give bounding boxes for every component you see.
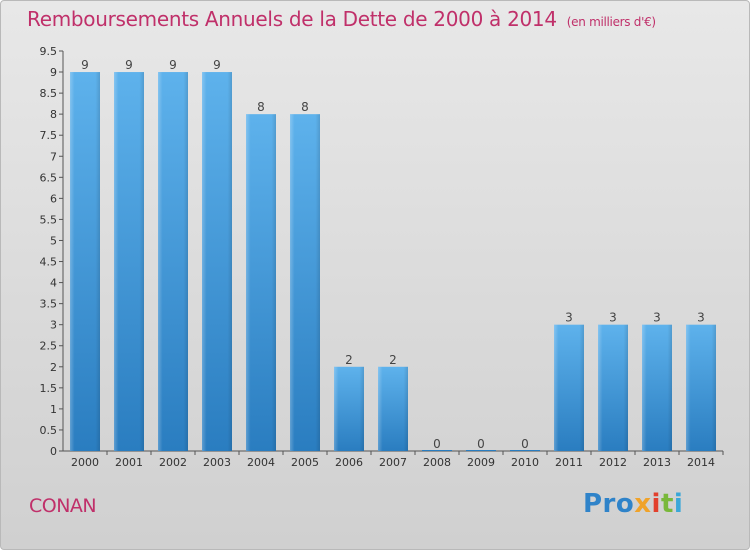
y-tick-label: 3 xyxy=(50,319,57,332)
x-tick-label: 2008 xyxy=(423,456,451,469)
bar-shade xyxy=(686,324,716,451)
proxiti-logo: Proxiti xyxy=(583,489,684,519)
x-tick-label: 2002 xyxy=(159,456,187,469)
bar-value-label: 0 xyxy=(521,437,529,451)
y-tick-label: 2 xyxy=(50,361,57,374)
y-tick-label: 2.5 xyxy=(40,340,58,353)
labels: 9 2000 9 2001 9 2002 9 2003 8 2004 8 2005 2 2006 2 2007… xyxy=(71,58,715,469)
x-tick-label: 2010 xyxy=(511,456,539,469)
bar-value-label: 3 xyxy=(653,311,661,325)
bar-shade xyxy=(378,366,408,451)
x-tick-label: 2011 xyxy=(555,456,583,469)
y-tick-label: 7 xyxy=(50,150,57,163)
bar-shade xyxy=(554,324,584,451)
x-tick-label: 2009 xyxy=(467,456,495,469)
chart-title: Remboursements Annuels de la Dette de 20… xyxy=(27,7,656,31)
bar-value-label: 9 xyxy=(213,58,221,72)
y-tick-label: 0.5 xyxy=(40,424,58,437)
bar-value-label: 9 xyxy=(125,58,133,72)
x-tick-label: 2006 xyxy=(335,456,363,469)
y-tick-label: 5 xyxy=(50,234,57,247)
y-tick-label: 4.5 xyxy=(40,256,58,269)
y-tick-label: 7.5 xyxy=(40,129,58,142)
y-tick-label: 1.5 xyxy=(40,382,58,395)
bar-value-label: 0 xyxy=(433,437,441,451)
y-tick-label: 6.5 xyxy=(40,171,58,184)
bar-shade xyxy=(642,324,672,451)
bar-shade xyxy=(70,72,100,451)
y-tick-label: 5.5 xyxy=(40,213,58,226)
x-tick-label: 2005 xyxy=(291,456,319,469)
bar-shade xyxy=(334,366,364,451)
bar-value-label: 0 xyxy=(477,437,485,451)
y-tick-label: 3.5 xyxy=(40,298,58,311)
bar-shade xyxy=(290,114,320,451)
bar-value-label: 3 xyxy=(697,311,705,325)
bar-value-label: 9 xyxy=(81,58,89,72)
bar-shade xyxy=(114,72,144,451)
bar-value-label: 8 xyxy=(301,100,309,114)
x-tick-label: 2003 xyxy=(203,456,231,469)
bar-value-label: 8 xyxy=(257,100,265,114)
chart-unit: (en milliers d'€) xyxy=(566,15,656,29)
bar xyxy=(422,450,452,451)
y-tick-label: 8.5 xyxy=(40,87,58,100)
y-tick-label: 6 xyxy=(50,192,57,205)
bar-value-label: 3 xyxy=(565,311,573,325)
y-tick-label: 8 xyxy=(50,108,57,121)
commune-name: CONAN xyxy=(29,495,97,517)
y-tick-label: 0 xyxy=(50,445,57,458)
bar-value-label: 9 xyxy=(169,58,177,72)
axes: 0 0.5 1 1.5 2 2.5 3 3.5 4 4.5 5 5.5 6 6.5 7 7.5 8 8.5 9 9.5 xyxy=(40,45,724,458)
y-tick-label: 1 xyxy=(50,403,57,416)
x-tick-label: 2001 xyxy=(115,456,143,469)
y-tick-label: 9.5 xyxy=(40,45,58,58)
bar-value-label: 2 xyxy=(345,353,353,367)
x-tick-label: 2012 xyxy=(599,456,627,469)
bar-shade xyxy=(246,114,276,451)
bar-value-label: 3 xyxy=(609,311,617,325)
bar xyxy=(510,450,540,451)
y-tick-label: 9 xyxy=(50,66,57,79)
y-tick-label: 4 xyxy=(50,277,57,290)
x-tick-label: 2013 xyxy=(643,456,671,469)
x-tick-label: 2000 xyxy=(71,456,99,469)
bars xyxy=(70,72,716,451)
bar-shade xyxy=(202,72,232,451)
bar-shade xyxy=(158,72,188,451)
bar xyxy=(466,450,496,451)
x-tick-label: 2014 xyxy=(687,456,715,469)
bar-shade xyxy=(598,324,628,451)
bar-value-label: 2 xyxy=(389,353,397,367)
x-tick-label: 2007 xyxy=(379,456,407,469)
chart-title-text: Remboursements Annuels de la Dette de 20… xyxy=(27,7,557,31)
x-tick-label: 2004 xyxy=(247,456,275,469)
